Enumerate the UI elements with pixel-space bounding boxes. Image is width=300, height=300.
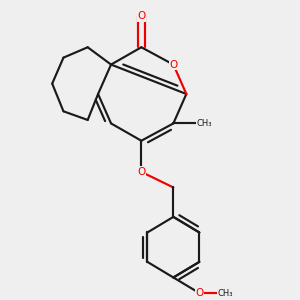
Text: O: O — [195, 288, 203, 298]
Text: O: O — [169, 60, 178, 70]
Text: CH₃: CH₃ — [197, 119, 212, 128]
Text: O: O — [137, 11, 146, 21]
Text: CH₃: CH₃ — [218, 289, 233, 298]
Text: O: O — [137, 167, 146, 177]
